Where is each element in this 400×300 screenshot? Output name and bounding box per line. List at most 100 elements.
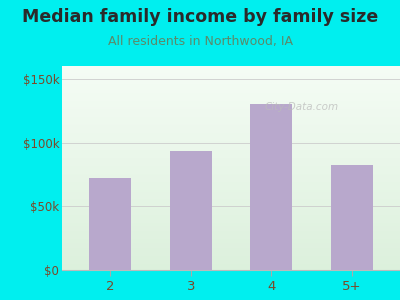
Bar bbox=[62, 129, 400, 130]
Bar bbox=[62, 177, 400, 178]
Bar bbox=[62, 231, 400, 232]
Bar bbox=[62, 196, 400, 198]
Bar bbox=[62, 89, 400, 91]
Bar bbox=[62, 114, 400, 115]
Bar bbox=[62, 239, 400, 240]
Bar bbox=[62, 159, 400, 160]
Bar bbox=[62, 184, 400, 185]
Bar bbox=[62, 174, 400, 175]
Bar bbox=[62, 232, 400, 233]
Bar bbox=[62, 186, 400, 188]
Bar bbox=[62, 156, 400, 157]
Bar bbox=[62, 108, 400, 109]
Text: All residents in Northwood, IA: All residents in Northwood, IA bbox=[108, 34, 292, 47]
Bar bbox=[62, 199, 400, 200]
Bar bbox=[62, 175, 400, 176]
Bar bbox=[62, 214, 400, 215]
Bar bbox=[62, 260, 400, 261]
Bar bbox=[62, 202, 400, 203]
Bar bbox=[62, 80, 400, 81]
Bar bbox=[62, 163, 400, 164]
Bar bbox=[62, 101, 400, 102]
Bar bbox=[62, 264, 400, 265]
Bar bbox=[62, 70, 400, 71]
Bar bbox=[62, 77, 400, 78]
Bar bbox=[62, 105, 400, 106]
Bar bbox=[62, 97, 400, 98]
Bar bbox=[62, 221, 400, 222]
Text: City-Data.com: City-Data.com bbox=[265, 102, 339, 112]
Bar bbox=[62, 106, 400, 107]
Bar bbox=[62, 165, 400, 166]
Bar bbox=[62, 69, 400, 70]
Bar bbox=[62, 94, 400, 96]
Bar bbox=[62, 213, 400, 214]
Bar bbox=[62, 138, 400, 140]
Bar bbox=[62, 117, 400, 118]
Bar bbox=[62, 110, 400, 111]
Bar bbox=[62, 182, 400, 183]
Bar bbox=[62, 147, 400, 148]
Bar bbox=[62, 104, 400, 105]
Bar bbox=[62, 100, 400, 101]
Bar bbox=[62, 205, 400, 206]
Bar bbox=[62, 212, 400, 213]
Bar bbox=[62, 204, 400, 205]
Bar bbox=[62, 208, 400, 209]
Bar bbox=[62, 107, 400, 108]
Bar bbox=[62, 176, 400, 177]
Bar bbox=[62, 102, 400, 103]
Bar bbox=[89, 178, 131, 270]
Bar bbox=[62, 116, 400, 117]
Bar bbox=[62, 71, 400, 72]
Bar bbox=[62, 88, 400, 89]
Bar bbox=[62, 160, 400, 161]
Bar bbox=[62, 245, 400, 247]
Bar bbox=[62, 227, 400, 228]
Bar bbox=[62, 92, 400, 94]
Bar bbox=[62, 256, 400, 257]
Bar bbox=[62, 115, 400, 116]
Bar bbox=[62, 198, 400, 199]
Bar bbox=[62, 207, 400, 208]
Bar bbox=[62, 112, 400, 113]
Bar bbox=[62, 126, 400, 127]
Bar bbox=[62, 81, 400, 82]
Bar bbox=[62, 262, 400, 263]
Bar bbox=[62, 226, 400, 227]
Bar bbox=[62, 218, 400, 219]
Bar bbox=[62, 188, 400, 189]
Bar bbox=[62, 236, 400, 237]
Bar bbox=[62, 85, 400, 86]
Bar bbox=[62, 121, 400, 122]
Bar bbox=[62, 233, 400, 234]
Bar bbox=[62, 268, 400, 269]
Bar bbox=[62, 120, 400, 121]
Bar bbox=[62, 166, 400, 167]
Bar bbox=[62, 148, 400, 150]
Bar bbox=[62, 200, 400, 201]
Bar bbox=[62, 248, 400, 249]
Bar bbox=[62, 140, 400, 142]
Bar bbox=[62, 124, 400, 125]
Bar bbox=[62, 220, 400, 221]
Bar bbox=[62, 183, 400, 184]
Bar bbox=[62, 234, 400, 235]
Bar bbox=[62, 142, 400, 143]
Bar bbox=[62, 185, 400, 186]
Bar bbox=[62, 259, 400, 260]
Bar bbox=[62, 82, 400, 83]
Bar bbox=[62, 224, 400, 225]
Bar bbox=[62, 132, 400, 133]
Bar bbox=[62, 172, 400, 173]
Bar bbox=[62, 123, 400, 124]
Bar bbox=[250, 104, 292, 270]
Bar bbox=[62, 217, 400, 218]
Bar bbox=[62, 68, 400, 69]
Bar bbox=[62, 127, 400, 128]
Bar bbox=[62, 73, 400, 74]
Bar bbox=[62, 219, 400, 220]
Bar bbox=[62, 130, 400, 131]
Bar bbox=[62, 254, 400, 255]
Bar bbox=[62, 96, 400, 97]
